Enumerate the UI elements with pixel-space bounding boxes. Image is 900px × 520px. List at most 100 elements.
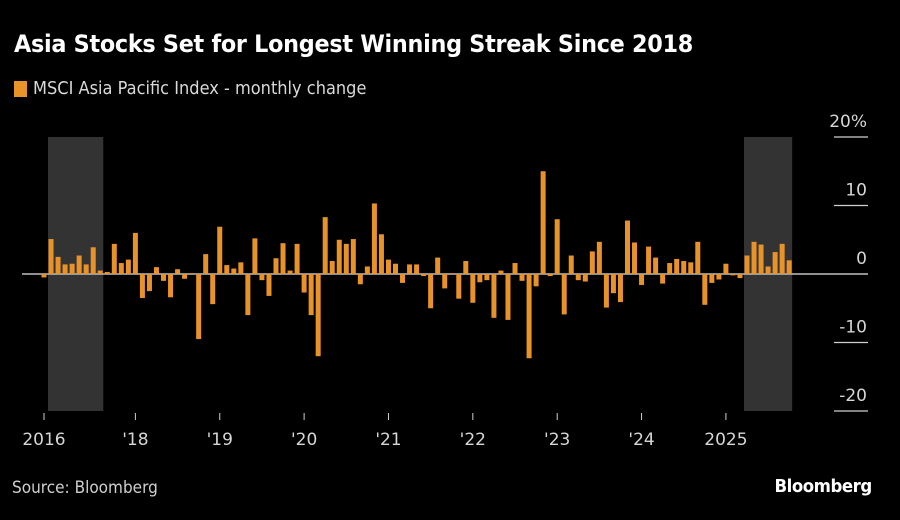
bar bbox=[336, 239, 342, 274]
x-tick-label: 2025 bbox=[704, 430, 747, 450]
bar bbox=[723, 263, 729, 274]
x-tick-label: '21 bbox=[375, 430, 401, 450]
bar bbox=[695, 241, 701, 274]
bar bbox=[287, 270, 293, 274]
bar bbox=[653, 257, 659, 274]
bar bbox=[182, 274, 188, 279]
bar bbox=[491, 274, 497, 318]
y-tick-label: 20% bbox=[829, 112, 867, 132]
legend: MSCI Asia Pacific Index - monthly change bbox=[14, 78, 403, 99]
bar bbox=[231, 268, 237, 274]
y-tick-label: -10 bbox=[839, 318, 867, 338]
bar bbox=[674, 258, 680, 274]
bar bbox=[568, 255, 574, 274]
bar bbox=[329, 260, 335, 274]
bar bbox=[772, 252, 778, 274]
bar bbox=[301, 274, 307, 293]
bar bbox=[596, 241, 602, 274]
legend-swatch bbox=[14, 80, 27, 97]
x-tick-label: 2016 bbox=[22, 430, 65, 450]
bar bbox=[730, 274, 736, 276]
bar bbox=[41, 274, 47, 278]
bar bbox=[90, 247, 96, 274]
bar bbox=[456, 274, 462, 299]
bar bbox=[238, 262, 244, 274]
bar bbox=[273, 258, 279, 274]
bar bbox=[688, 262, 694, 274]
bar bbox=[582, 274, 588, 282]
bar bbox=[168, 274, 174, 298]
bar bbox=[554, 219, 560, 274]
bar bbox=[603, 274, 609, 308]
bar bbox=[217, 226, 223, 274]
bar bbox=[470, 274, 476, 303]
bar bbox=[660, 274, 666, 284]
bloomberg-logo: Bloomberg bbox=[774, 476, 873, 497]
bar bbox=[69, 263, 75, 274]
bar bbox=[245, 274, 251, 316]
bar bbox=[702, 274, 708, 305]
bar bbox=[308, 274, 314, 316]
bar bbox=[477, 274, 483, 283]
bar bbox=[463, 260, 469, 274]
source-note: Source: Bloomberg bbox=[12, 478, 158, 498]
bar bbox=[561, 274, 567, 315]
bar bbox=[751, 241, 757, 274]
chart-title: Asia Stocks Set for Longest Winning Stre… bbox=[14, 30, 694, 58]
bar bbox=[737, 274, 743, 279]
bar bbox=[139, 274, 145, 298]
bar bbox=[196, 274, 202, 340]
bar bbox=[111, 243, 117, 274]
bar bbox=[407, 264, 413, 274]
bar bbox=[414, 264, 420, 274]
y-tick-label: 0 bbox=[856, 249, 867, 269]
bar bbox=[632, 242, 638, 274]
x-tick-label: '18 bbox=[122, 430, 148, 450]
bar bbox=[161, 274, 167, 281]
bar bbox=[421, 274, 427, 277]
bar bbox=[547, 274, 553, 277]
bar bbox=[48, 239, 54, 274]
bar bbox=[519, 274, 525, 281]
x-tick-label: '24 bbox=[628, 430, 654, 450]
bar bbox=[350, 239, 356, 274]
bar bbox=[125, 259, 131, 274]
bar bbox=[617, 274, 623, 303]
bar bbox=[76, 255, 82, 274]
bar bbox=[364, 266, 370, 274]
bar bbox=[667, 263, 673, 274]
bar bbox=[435, 257, 441, 274]
bar bbox=[540, 171, 546, 274]
bar bbox=[266, 274, 272, 296]
bars bbox=[41, 171, 792, 359]
bar bbox=[624, 220, 630, 274]
bar bbox=[146, 274, 152, 292]
bar bbox=[449, 273, 455, 274]
y-axis: 20% 10 0 -10 -20 bbox=[829, 112, 868, 412]
x-tick-label: '23 bbox=[544, 430, 570, 450]
bar bbox=[259, 274, 265, 281]
bar bbox=[639, 274, 645, 285]
bar bbox=[132, 232, 138, 274]
bar bbox=[83, 264, 89, 274]
bar bbox=[646, 246, 652, 274]
bar bbox=[610, 274, 616, 294]
bar bbox=[210, 274, 216, 305]
bar bbox=[62, 264, 68, 274]
bar bbox=[118, 263, 124, 274]
bar bbox=[189, 273, 195, 274]
bar bbox=[505, 274, 511, 320]
x-axis: 2016 '18 '19 '20 '21 '22 '23 '24 2025 bbox=[22, 413, 748, 450]
bar bbox=[322, 217, 328, 274]
bar bbox=[484, 274, 490, 281]
bar bbox=[315, 274, 321, 357]
bar bbox=[744, 255, 750, 274]
bar bbox=[400, 274, 406, 283]
bar bbox=[428, 274, 434, 309]
bar bbox=[357, 274, 363, 285]
bar bbox=[203, 254, 209, 274]
bar bbox=[589, 251, 595, 274]
x-tick-label: '20 bbox=[291, 430, 317, 450]
bar bbox=[526, 274, 532, 359]
bar bbox=[343, 243, 349, 274]
